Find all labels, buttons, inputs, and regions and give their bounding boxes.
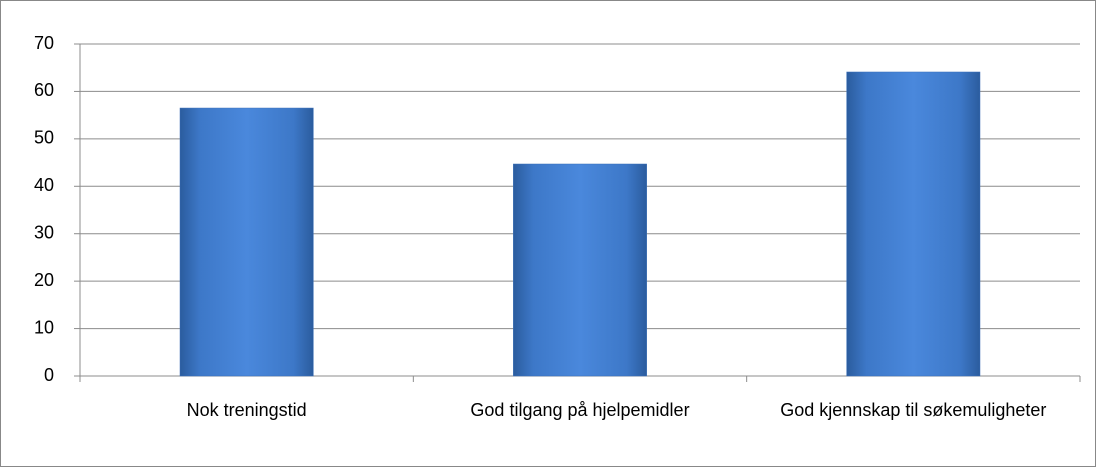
y-tick-label: 40	[34, 175, 54, 195]
bar	[513, 163, 647, 377]
x-tick-label: God tilgang på hjelpemidler	[470, 400, 690, 420]
x-tick-label: God kjennskap til søkemuligheter	[780, 400, 1047, 420]
bar	[846, 71, 981, 377]
y-tick-label: 10	[34, 317, 54, 337]
y-tick-label: 20	[34, 270, 54, 290]
y-tick-label: 60	[34, 80, 54, 100]
y-tick-label: 50	[34, 128, 54, 148]
y-tick-label: 30	[34, 222, 54, 242]
y-tick-label: 70	[34, 33, 54, 53]
bar	[179, 107, 314, 377]
x-tick-label: Nok treningstid	[186, 400, 307, 420]
y-tick-label: 0	[44, 365, 54, 385]
